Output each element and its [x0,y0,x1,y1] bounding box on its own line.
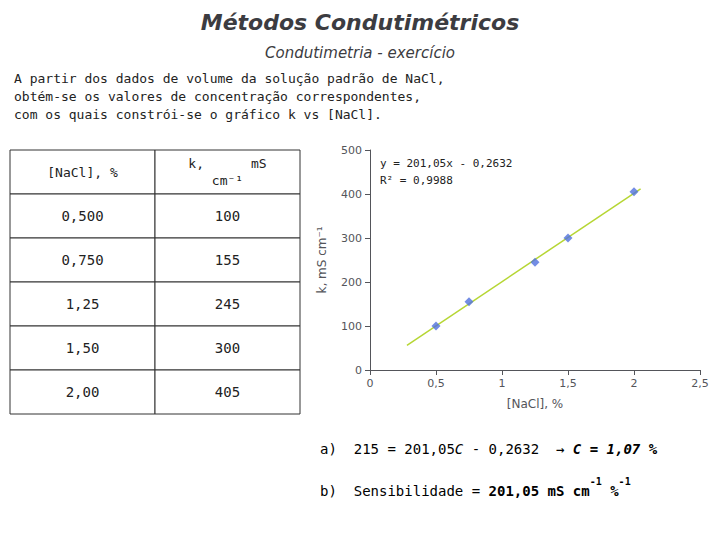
svg-text:2,5: 2,5 [691,377,709,390]
svg-text:0: 0 [355,364,362,377]
svg-text:C: C [454,441,464,457]
svg-text:obtém-se os valores de concent: obtém-se os valores de concentração corr… [14,89,421,104]
svg-text:201,05 mS cm: 201,05 mS cm [489,483,590,499]
svg-text:[NaCl], %: [NaCl], % [507,397,563,411]
svg-text:cm⁻¹: cm⁻¹ [212,173,243,188]
svg-text:155: 155 [215,252,240,268]
svg-text:405: 405 [215,384,240,400]
svg-text:-1: -1 [619,476,631,487]
svg-text:- 0,2632 →: - 0,2632 → [463,441,564,457]
svg-text:300: 300 [341,232,362,245]
svg-text:100: 100 [215,208,240,224]
svg-text:400: 400 [341,188,362,201]
svg-text:k, mS: k, mS [188,156,266,171]
svg-text:k, mS cm⁻¹: k, mS cm⁻¹ [315,226,329,293]
svg-text:Condutimetria - exercício: Condutimetria - exercício [265,44,455,62]
svg-text:com os quais constrói-se o grá: com os quais constrói-se o gráfico k vs … [14,107,382,122]
svg-text:245: 245 [215,296,240,312]
svg-text:100: 100 [341,320,362,333]
svg-text:-1: -1 [590,476,602,487]
svg-text:500: 500 [341,144,362,157]
svg-text:0,5: 0,5 [427,377,445,390]
svg-text:%: % [602,483,619,499]
svg-text:y = 201,05x - 0,2632: y = 201,05x - 0,2632 [380,157,512,170]
svg-text:R² = 0,9988: R² = 0,9988 [380,174,453,187]
svg-text:[NaCl], %: [NaCl], % [47,165,118,180]
svg-text:0,500: 0,500 [61,208,103,224]
svg-text:C = 1,07 %: C = 1,07 % [564,441,657,457]
svg-text:2: 2 [631,377,638,390]
svg-text:1,5: 1,5 [559,377,577,390]
svg-text:Métodos Condutimétricos: Métodos Condutimétricos [201,10,519,35]
svg-text:0,750: 0,750 [61,252,103,268]
svg-text:a) 215 = 201,05: a) 215 = 201,05 [320,441,455,457]
svg-text:2,00: 2,00 [66,384,100,400]
svg-text:1,50: 1,50 [66,340,100,356]
svg-text:A partir dos dados de volume d: A partir dos dados de volume da solução … [14,71,444,86]
svg-text:0: 0 [367,377,374,390]
svg-text:200: 200 [341,276,362,289]
svg-text:b) Sensibilidade =: b) Sensibilidade = [320,483,489,499]
svg-text:1,25: 1,25 [66,296,100,312]
svg-text:300: 300 [215,340,240,356]
svg-text:1: 1 [499,377,506,390]
